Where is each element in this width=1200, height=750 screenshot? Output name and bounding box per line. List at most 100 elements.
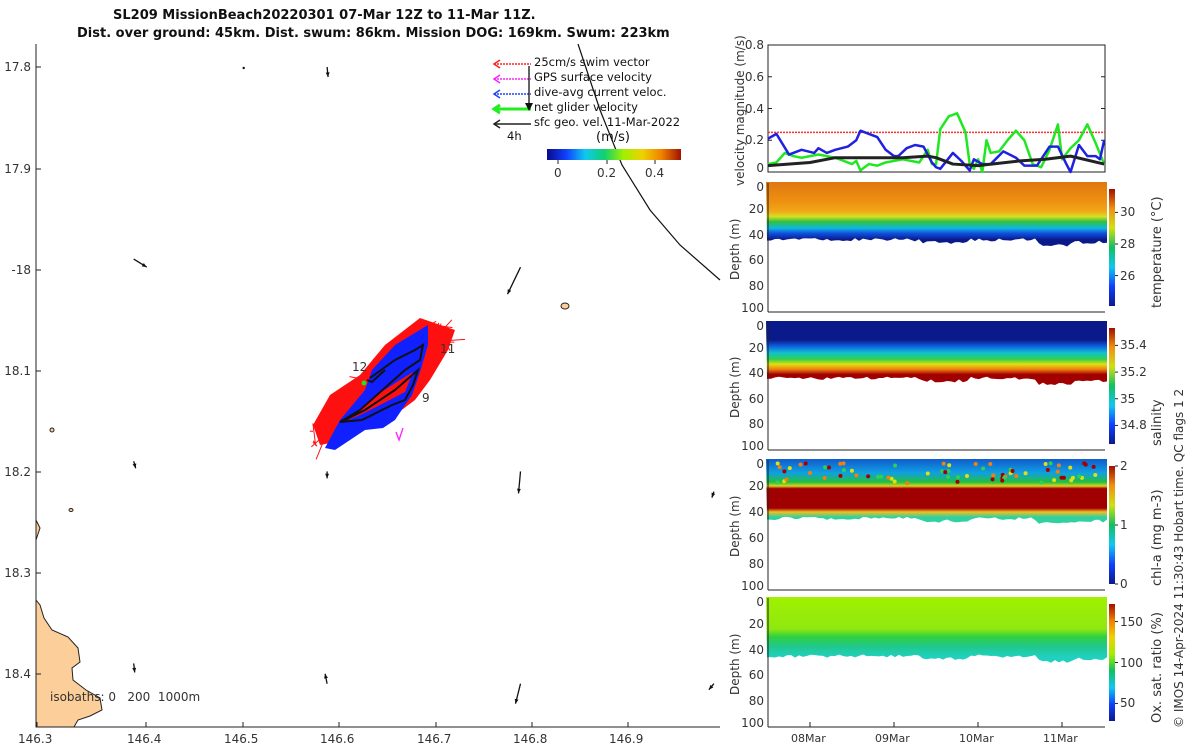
chla-sample-dot bbox=[854, 473, 859, 478]
chla-sample-dot bbox=[1091, 464, 1096, 469]
depth-tick-label: 60 bbox=[748, 531, 764, 545]
chla-sample-dot bbox=[1039, 480, 1044, 485]
map-x-tick-label: 146.3 bbox=[18, 732, 53, 746]
depth-tick-label: 0 bbox=[756, 319, 764, 333]
depth-tick-label: 0 bbox=[756, 595, 764, 609]
arrow-head-icon bbox=[141, 263, 147, 268]
chla-sample-dot bbox=[1052, 478, 1057, 483]
oxygen-colorbar-label: Ox. sat. ratio (%) bbox=[1150, 612, 1165, 723]
isobath-line bbox=[577, 43, 721, 281]
temperature-colorbar-tick-label: 28 bbox=[1120, 236, 1136, 251]
chla-sample-dot bbox=[947, 463, 952, 468]
temperature-section bbox=[766, 182, 1107, 247]
legend-arrow-icon bbox=[491, 103, 501, 115]
swim-vector bbox=[333, 409, 344, 414]
velocity-y-tick-label: 0 bbox=[756, 161, 764, 175]
island bbox=[49, 427, 55, 433]
velocity-series-sfc-geo-vel- bbox=[767, 154, 1105, 168]
chla-sample-dot bbox=[1045, 467, 1050, 472]
glider-position-marker bbox=[361, 380, 367, 386]
map-x-tick-label: 146.8 bbox=[513, 732, 548, 746]
oxygen-colorbar-tick-label: 100 bbox=[1120, 655, 1143, 670]
day-label-9: 9 bbox=[422, 391, 430, 405]
arrow-head-icon bbox=[514, 698, 519, 704]
date-tick-label: 10Mar bbox=[959, 732, 994, 745]
chla-sample-dot bbox=[941, 461, 946, 466]
map-y-tick-label: 17.9 bbox=[4, 162, 31, 176]
chla-section bbox=[766, 459, 1107, 524]
island bbox=[68, 508, 74, 512]
chla-sample-dot bbox=[893, 463, 898, 468]
swim-vector bbox=[321, 431, 334, 440]
arrow-head-icon bbox=[516, 488, 521, 494]
chla-sample-dot bbox=[1055, 469, 1060, 474]
swim-vector bbox=[435, 323, 442, 359]
depth-axis-label: Depth (m) bbox=[728, 495, 742, 557]
current-arrow bbox=[506, 266, 522, 295]
chla-sample-dot bbox=[988, 461, 993, 466]
chla-sample-dot bbox=[1048, 461, 1053, 466]
map-x-tick-label: 146.9 bbox=[609, 732, 644, 746]
map-y-tick-label: 18.3 bbox=[4, 566, 31, 580]
swim-vector bbox=[350, 390, 353, 401]
swim-vector bbox=[433, 356, 436, 363]
legend-arrow-icon bbox=[492, 89, 501, 99]
map-y-tick-label: 18.2 bbox=[4, 465, 31, 479]
speed-colorbar bbox=[547, 149, 681, 160]
swim-vector bbox=[342, 398, 353, 404]
chla-sample-dot bbox=[889, 476, 894, 481]
depth-tick-label: 100 bbox=[741, 439, 764, 453]
chla-sample-dot bbox=[973, 461, 978, 466]
legend-item-geo: sfc geo. vel. 11-Mar-2022 bbox=[534, 115, 681, 129]
coastline-land bbox=[35, 598, 103, 728]
chla-sample-dot bbox=[940, 469, 945, 474]
oxygen-colorbar bbox=[1109, 604, 1115, 721]
chla-sample-dot bbox=[925, 471, 930, 476]
velocity-y-tick-label: 0.8 bbox=[744, 38, 764, 52]
chla-sample-dot bbox=[1093, 472, 1098, 477]
figure-title-line2: Dist. over ground: 45km. Dist. swum: 86k… bbox=[77, 26, 670, 41]
colorbar-tick: 0 bbox=[554, 166, 562, 180]
arrow-head-icon bbox=[525, 103, 533, 111]
chla-colorbar-tick-label: 1 bbox=[1120, 518, 1128, 532]
arrow-head-icon bbox=[325, 473, 330, 479]
day-label-11: 11 bbox=[440, 342, 456, 356]
depth-tick-label: 0 bbox=[756, 180, 764, 194]
glider-track-group bbox=[309, 318, 466, 460]
swim-vector bbox=[431, 339, 439, 349]
salinity-colorbar-tick-label: 35.2 bbox=[1120, 365, 1147, 380]
depth-tick-label: 60 bbox=[748, 253, 764, 268]
chla-sample-dot bbox=[879, 474, 884, 479]
chla-colorbar-tick-label: 2 bbox=[1120, 459, 1128, 473]
date-tick-label: 08Mar bbox=[791, 732, 826, 745]
chla-sample-dot bbox=[981, 466, 986, 471]
depth-tick-label: 100 bbox=[741, 579, 764, 593]
chla-sample-dot bbox=[1056, 463, 1061, 468]
swim-vector bbox=[432, 333, 448, 342]
chla-sample-dot bbox=[892, 479, 897, 484]
chla-sample-dot bbox=[1069, 478, 1074, 483]
chla-sample-dot bbox=[798, 462, 803, 467]
depth-tick-label: 100 bbox=[741, 301, 764, 315]
chla-sample-dot bbox=[841, 461, 846, 466]
chla-sample-dot bbox=[1023, 471, 1028, 476]
legend-arrow-icon bbox=[492, 59, 501, 69]
chla-sample-dot bbox=[876, 474, 881, 479]
legend-item-current: dive-avg current veloc. bbox=[534, 85, 667, 99]
arrow-head-icon bbox=[711, 492, 716, 498]
glider-track-line bbox=[366, 369, 386, 384]
chla-colorbar bbox=[1109, 466, 1115, 584]
swim-vector bbox=[428, 345, 430, 348]
oxygen-section bbox=[766, 597, 1107, 663]
arrow-head-icon bbox=[324, 673, 328, 679]
chla-sample-dot bbox=[775, 480, 780, 485]
map-y-tick-label: 17.8 bbox=[4, 60, 31, 74]
chla-colorbar-label: chl-a (mg m-3) bbox=[1150, 489, 1165, 586]
chla-sample-dot bbox=[905, 481, 910, 486]
chla-sample-dot bbox=[886, 475, 891, 480]
depth-tick-label: 60 bbox=[748, 668, 764, 683]
legend-time-label: 4h bbox=[507, 129, 522, 143]
chla-sample-dot bbox=[784, 477, 789, 482]
chla-sample-dot bbox=[866, 474, 871, 479]
